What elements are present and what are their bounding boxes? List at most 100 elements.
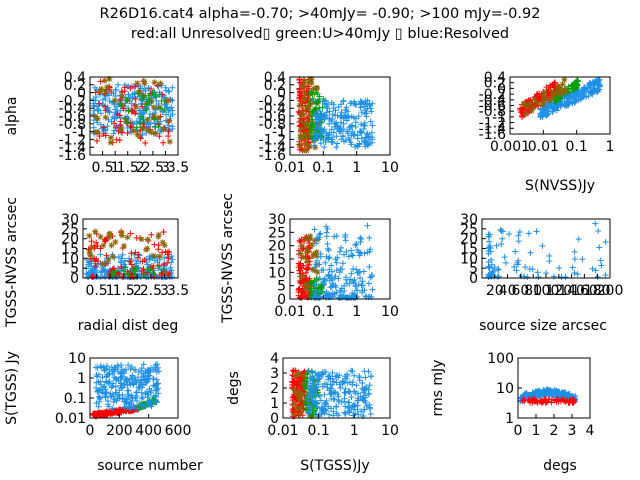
y-tick-label: 2 <box>270 381 279 397</box>
data-point <box>102 393 109 400</box>
data-point <box>367 118 374 125</box>
data-point <box>151 79 158 86</box>
data-point <box>602 239 609 246</box>
data-point <box>335 123 342 130</box>
x-axis-label: S(TGSS)Jy <box>300 458 369 474</box>
data-point <box>311 136 318 143</box>
data-point <box>347 100 354 107</box>
data-point <box>363 113 370 120</box>
data-point <box>100 124 107 131</box>
data-point <box>109 253 116 260</box>
data-point <box>156 253 163 260</box>
data-point <box>328 126 335 133</box>
x-tick-label: 2 <box>136 160 145 176</box>
data-point <box>534 99 541 106</box>
data-point <box>299 84 306 91</box>
y-tick-label: -1.4 <box>59 140 86 156</box>
data-point <box>155 114 162 121</box>
data-point <box>304 115 311 122</box>
y-tick-label: -1.2 <box>59 132 86 148</box>
data-point <box>596 244 603 251</box>
data-point <box>485 264 492 271</box>
data-point <box>305 83 312 90</box>
data-point <box>320 136 327 143</box>
data-point <box>90 124 97 131</box>
data-point <box>134 90 141 97</box>
data-point <box>112 86 119 93</box>
x-tick-label: 1 <box>352 304 361 320</box>
data-point <box>108 242 115 249</box>
data-point <box>331 233 338 240</box>
data-point <box>515 232 522 239</box>
data-point <box>140 116 147 123</box>
data-point <box>297 102 304 109</box>
figure-title-line-2: red:all Unresolved▯ green:U>40mJy ▯ blue… <box>130 26 510 42</box>
x-tick-label: 2.5 <box>142 160 164 176</box>
data-point <box>130 121 137 128</box>
x-tick-label: 2.5 <box>140 283 162 299</box>
data-point <box>298 118 305 125</box>
data-point <box>102 114 109 121</box>
data-point <box>324 245 331 252</box>
data-point <box>145 92 152 99</box>
data-point <box>351 131 358 138</box>
data-point <box>499 235 506 242</box>
y-axis-label: S(TGSS) Jy <box>4 351 20 425</box>
data-point <box>362 139 369 146</box>
data-point <box>111 120 118 127</box>
y-tick-label: 0 <box>77 86 86 102</box>
data-point <box>533 228 540 235</box>
data-point <box>345 114 352 121</box>
data-point <box>546 252 553 259</box>
data-point <box>110 130 117 137</box>
y-tick-label: 0 <box>469 271 478 287</box>
y-tick-label: -1.6 <box>479 127 506 143</box>
data-point <box>357 104 364 111</box>
y-tick-label: 1 <box>505 411 514 427</box>
data-point <box>364 131 371 138</box>
data-point <box>589 265 596 272</box>
data-point <box>113 110 120 117</box>
data-point <box>157 80 164 87</box>
y-tick-label: 0.2 <box>64 78 86 94</box>
data-point <box>300 254 307 261</box>
data-point <box>551 273 558 280</box>
data-point <box>113 103 120 110</box>
data-point <box>90 96 97 103</box>
data-point <box>292 389 299 396</box>
data-point <box>571 248 578 255</box>
data-point <box>549 95 556 102</box>
data-point <box>294 405 301 412</box>
x-tick-label: 0.01 <box>274 160 305 176</box>
data-point <box>157 105 164 112</box>
data-point <box>138 100 145 107</box>
data-point <box>313 131 320 138</box>
data-point <box>119 232 126 239</box>
data-point <box>527 249 534 256</box>
data-point <box>531 96 538 103</box>
data-point <box>344 108 351 115</box>
x-axis-label: source size arcsec <box>479 318 607 334</box>
data-point <box>117 118 124 125</box>
data-point <box>574 271 581 278</box>
data-point <box>311 226 318 233</box>
data-point <box>323 134 330 141</box>
data-point <box>317 230 324 237</box>
data-point <box>367 410 374 417</box>
data-point <box>98 110 105 117</box>
data-point <box>307 76 314 83</box>
data-point <box>322 97 329 104</box>
data-point <box>358 121 365 128</box>
data-point <box>302 90 309 97</box>
data-point <box>512 248 519 255</box>
data-point <box>119 129 126 136</box>
data-point <box>367 105 374 112</box>
y-tick-label: -0.4 <box>259 101 286 117</box>
data-point <box>100 242 107 249</box>
data-point <box>368 139 375 146</box>
y-tick-label: 0.1 <box>64 391 86 407</box>
data-point <box>298 125 305 132</box>
data-point <box>368 108 375 115</box>
data-point <box>569 264 576 271</box>
